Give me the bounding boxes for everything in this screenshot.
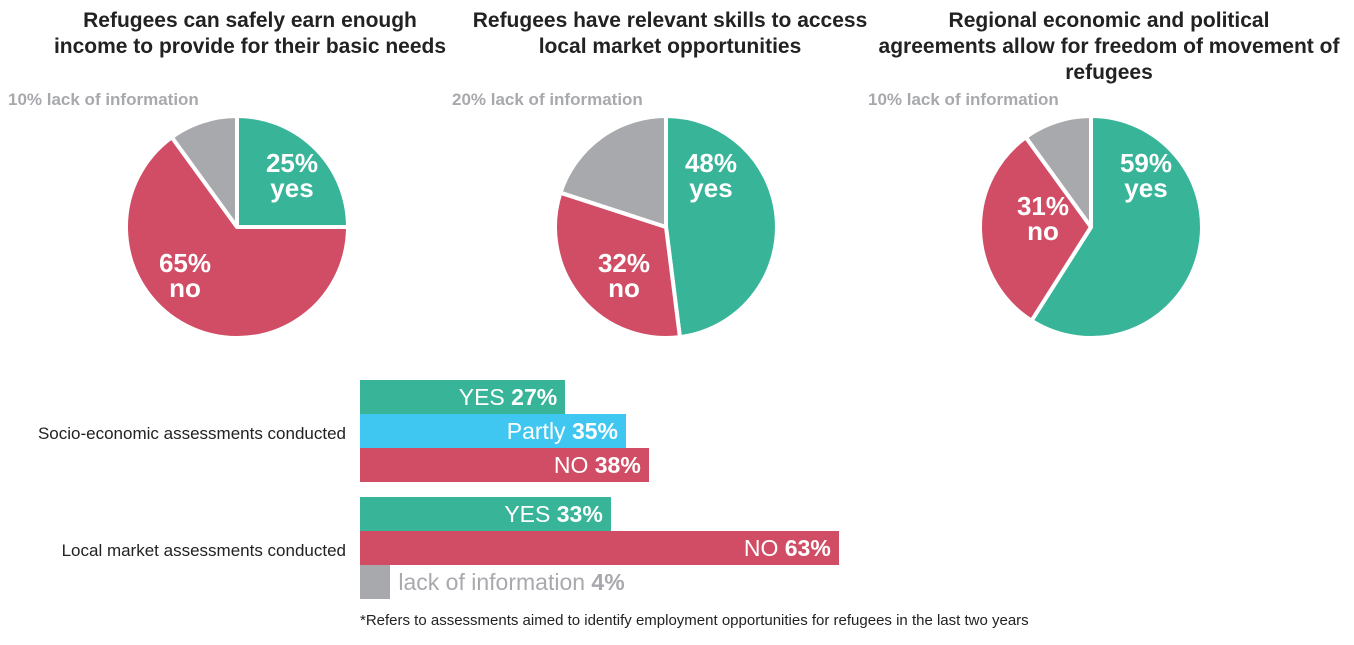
pie-2-slice-no [553, 190, 682, 340]
pie-3-title-line-3: refugees [1065, 61, 1153, 84]
pie-2-label-yes-pct: 48% [685, 148, 737, 178]
pie-2-slice-nodata [558, 114, 668, 229]
bar-group-1-bar-yes [360, 380, 566, 414]
pie-1-title: Refugees can safely earn enough income t… [50, 8, 450, 60]
pie-1-nodata-note: 10% lack of information [8, 90, 199, 109]
pie-chart-2: 48%yes 32%no [553, 114, 779, 340]
pie-3-label-yes-word: yes [1124, 173, 1167, 203]
pie-3-nodata-note: 10% lack of information [868, 90, 1059, 109]
bar-group-2-bar-yes-category: YES [504, 501, 557, 527]
pie-3-title: Regional economic and political agreemen… [868, 8, 1350, 86]
bar-group-1-bar-yes-label: YES 27% [459, 380, 557, 414]
bar-group-1-label: Socio-economic assessments conducted [37, 424, 346, 443]
pie-2-title: Refugees have relevant skills to access … [460, 8, 880, 60]
pie-1-slice-yes [235, 114, 350, 229]
pie-1-label-no-word: no [169, 273, 201, 303]
bar-group-2-bar-nodata-label: lack of information 4% [398, 565, 624, 599]
pie-1-label-yes-word: yes [270, 173, 313, 203]
pie-3-title-line-2: agreements allow for freedom of movement… [878, 35, 1340, 58]
pie-1-slice-nodata [169, 114, 239, 229]
pie-3-label-no-pct: 31% [1017, 191, 1069, 221]
pie-2-title-line-1: Refugees have relevant skills to access [472, 9, 868, 32]
pie-2-slice-yes [664, 114, 779, 340]
bar-group-1-bar-no-category: NO [553, 452, 595, 478]
bar-group-2-bar-no [360, 531, 839, 565]
pie-2-label-no-pct: 32% [598, 248, 650, 278]
bar-group-1-bar-partly-value: 35% [571, 418, 618, 444]
bar-group-1-bar-partly-category: Partly [506, 418, 572, 444]
pie-3-label-no-word: no [1027, 216, 1059, 246]
pie-3-slice-yes [1029, 114, 1204, 340]
bar-group-2-bar-nodata [360, 565, 391, 599]
bar-group-1-bar-yes-category: YES [458, 384, 512, 410]
pie-1-label-yes-pct: 25% [266, 148, 318, 178]
bar-group-2-bar-yes-value: 33% [556, 501, 603, 527]
bar-group-1-bar-no-value: 38% [594, 452, 641, 478]
pie-1-title-line-1: Refugees can safely earn enough [83, 9, 417, 32]
pie-chart-1: 25%yes 65%no [124, 114, 350, 341]
pie-2-label-yes-word: yes [689, 173, 732, 203]
pie-3-slice-nodata [1023, 114, 1093, 229]
pie-2-label-no-word: no [608, 273, 640, 303]
pie-3-slice-no [978, 135, 1093, 323]
bar-group-1-bar-partly-label: Partly 35% [507, 414, 618, 448]
bar-group-1-bar-yes-value: 27% [511, 384, 558, 410]
pie-2-nodata-note: 20% lack of information [452, 90, 643, 109]
pie-3-label-yes-pct: 59% [1120, 148, 1172, 178]
bar-group-2-bar-nodata-category: lack of information [398, 569, 592, 595]
pie-chart-3: 59%yes 31%no [978, 114, 1204, 340]
bar-group-2-bar-nodata-value: 4% [591, 569, 625, 595]
pie-1-title-line-2: income to provide for their basic needs [53, 35, 447, 58]
bar-group-1-bar-no [360, 448, 649, 482]
bar-group-2-bar-no-label: NO 63% [744, 531, 831, 565]
pie-1-label-no-pct: 65% [159, 248, 211, 278]
pie-3-title-line-1: Regional economic and political [948, 9, 1270, 32]
bar-group-2-bar-no-value: 63% [784, 535, 831, 561]
footnote: *Refers to assessments aimed to identify… [360, 612, 1029, 629]
pie-2-title-line-2: local market opportunities [538, 35, 802, 58]
bar-group-2-bar-yes-label: YES 33% [504, 497, 602, 531]
bar-group-2-bar-yes [360, 497, 611, 531]
bar-group-1-bar-no-label: NO 38% [554, 448, 641, 482]
bar-group-1-bar-partly [360, 414, 626, 448]
bar-group-2-bar-no-category: NO [743, 535, 785, 561]
bar-group-2-label: Local market assessments conducted [61, 541, 346, 560]
pie-1-slice-no [124, 135, 350, 341]
